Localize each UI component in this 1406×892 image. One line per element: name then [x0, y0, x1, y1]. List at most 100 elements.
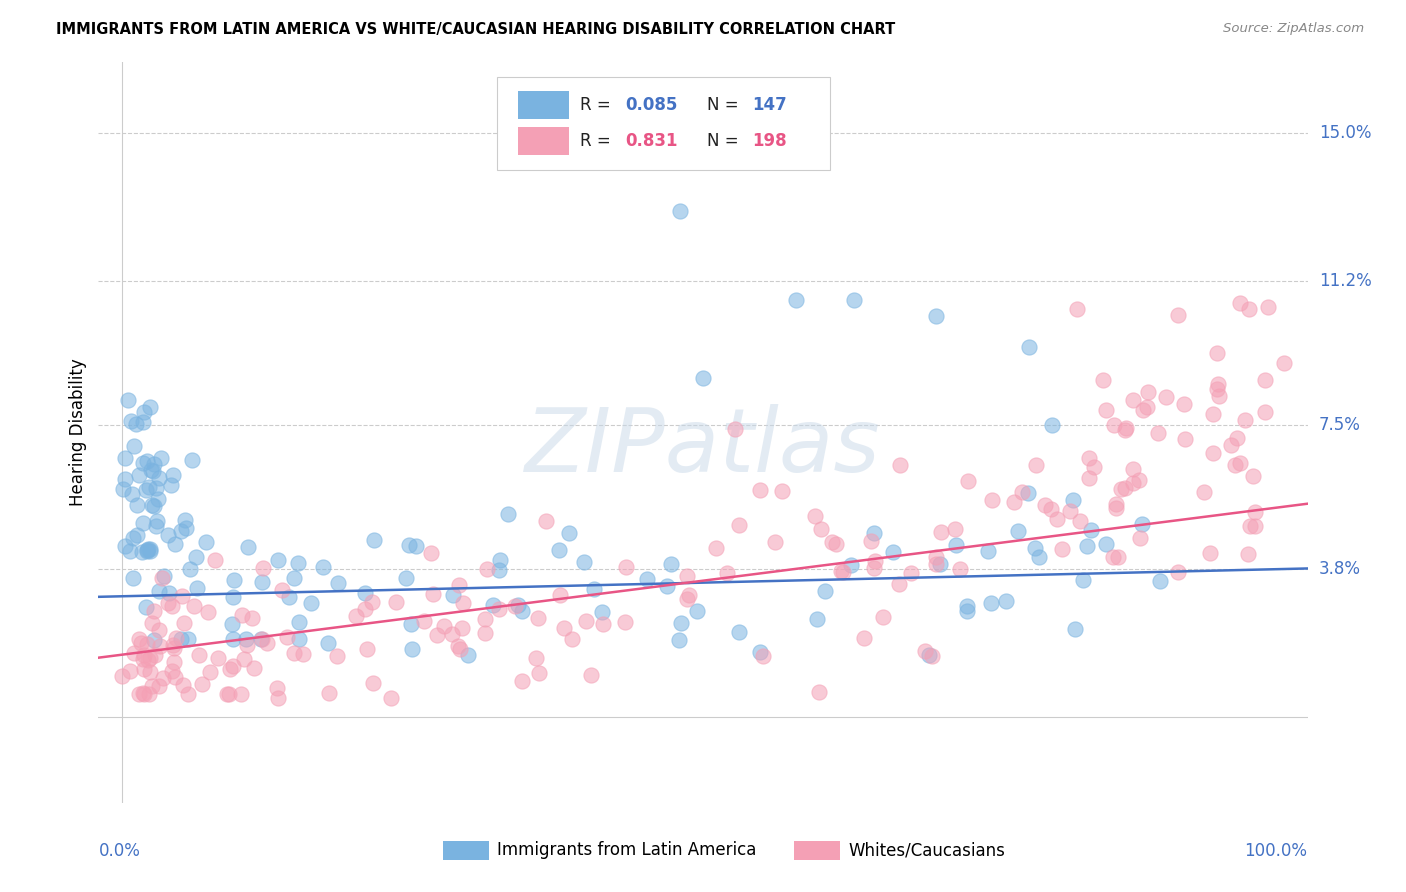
Point [132, 405, 155, 419]
Point [1239, 519, 1261, 533]
Text: ZIPatlas: ZIPatlas [526, 404, 880, 491]
Point [267, 553, 290, 567]
Point [676, 591, 699, 606]
Point [134, 687, 156, 701]
Point [163, 537, 186, 551]
Point [1173, 397, 1195, 411]
Point [668, 632, 690, 647]
Text: 0.0%: 0.0% [98, 842, 141, 860]
Point [527, 611, 550, 625]
Point [399, 617, 422, 632]
Point [131, 545, 153, 559]
Point [949, 562, 972, 576]
Point [278, 591, 301, 605]
Point [1063, 622, 1085, 636]
Point [728, 517, 751, 532]
Point [146, 514, 169, 528]
Point [170, 590, 193, 604]
Point [163, 655, 186, 669]
Point [136, 652, 159, 666]
Point [191, 677, 214, 691]
Point [956, 604, 979, 618]
Point [770, 484, 793, 499]
Point [120, 544, 142, 558]
Text: 0.831: 0.831 [626, 132, 678, 150]
Point [1033, 498, 1056, 512]
Point [354, 586, 377, 600]
Point [122, 440, 145, 454]
Point [148, 623, 170, 637]
Point [751, 648, 773, 663]
Point [157, 586, 180, 600]
Point [419, 546, 441, 560]
Point [918, 648, 941, 662]
Point [121, 487, 143, 501]
Point [1107, 549, 1129, 564]
Point [659, 558, 682, 572]
Point [1109, 482, 1132, 496]
Point [173, 616, 195, 631]
Point [724, 422, 747, 436]
Point [1122, 475, 1144, 490]
Point [135, 543, 157, 558]
Point [141, 498, 163, 512]
Point [844, 293, 866, 307]
Point [204, 553, 226, 567]
Point [1077, 470, 1099, 484]
Text: N =: N = [707, 132, 744, 150]
Text: IMMIGRANTS FROM LATIN AMERICA VS WHITE/CAUCASIAN HEARING DISABILITY CORRELATION : IMMIGRANTS FROM LATIN AMERICA VS WHITE/C… [56, 22, 896, 37]
Point [177, 687, 200, 701]
Point [575, 614, 598, 628]
Point [1046, 511, 1069, 525]
Point [283, 646, 305, 660]
Point [222, 590, 245, 604]
Point [804, 508, 827, 523]
Point [449, 642, 471, 657]
Text: N =: N = [707, 96, 744, 114]
Point [831, 565, 853, 579]
Point [447, 639, 470, 653]
Point [1130, 517, 1153, 532]
Point [1174, 432, 1197, 446]
Point [162, 599, 184, 613]
Text: 3.8%: 3.8% [1319, 560, 1361, 578]
Point [592, 617, 614, 632]
Text: 147: 147 [752, 96, 787, 114]
Point [1206, 345, 1229, 359]
Point [451, 621, 474, 635]
Text: 11.2%: 11.2% [1319, 272, 1371, 290]
Point [132, 415, 155, 429]
Point [312, 559, 335, 574]
Point [326, 649, 349, 664]
Point [356, 641, 378, 656]
Point [165, 632, 187, 646]
Point [142, 604, 165, 618]
Point [120, 414, 142, 428]
Point [561, 632, 583, 647]
Text: 198: 198 [752, 132, 787, 150]
Point [252, 574, 274, 589]
Point [433, 619, 456, 633]
Point [174, 521, 197, 535]
Point [197, 605, 219, 619]
Point [1007, 524, 1029, 538]
Point [506, 598, 529, 612]
Point [136, 454, 159, 468]
Point [380, 690, 402, 705]
Point [215, 687, 238, 701]
Point [163, 641, 186, 656]
Point [222, 658, 245, 673]
Point [134, 648, 156, 662]
Point [1229, 456, 1251, 470]
Point [510, 604, 533, 618]
Point [980, 596, 1002, 610]
Point [860, 533, 883, 548]
Point [165, 670, 187, 684]
Point [148, 679, 170, 693]
Point [283, 571, 305, 585]
Point [318, 636, 340, 650]
Point [149, 639, 172, 653]
Point [353, 602, 375, 616]
Point [527, 665, 550, 680]
Point [956, 599, 979, 613]
